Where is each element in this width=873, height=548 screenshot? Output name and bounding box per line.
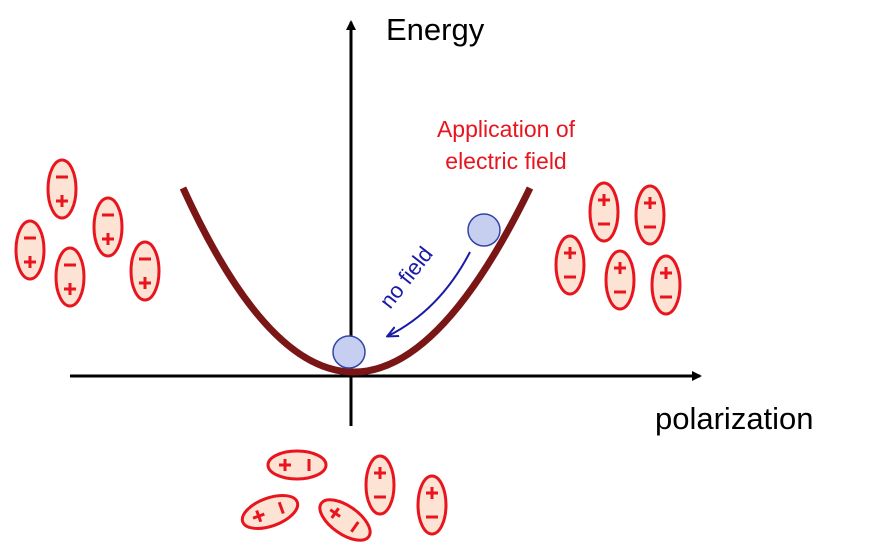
dipole xyxy=(606,251,634,309)
dipole-shell xyxy=(556,236,584,294)
dipole xyxy=(268,451,326,479)
dipole-shell xyxy=(268,451,326,479)
dipole xyxy=(556,236,584,294)
diagram: no field Application of electric field E… xyxy=(0,0,873,548)
dipole-shell xyxy=(48,160,76,218)
dipole xyxy=(16,221,44,279)
annotation: Application of xyxy=(437,116,576,142)
dipole-shell xyxy=(56,248,84,306)
dipole-shell xyxy=(16,221,44,279)
dipole xyxy=(56,248,84,306)
state-ball xyxy=(333,336,365,368)
dipole xyxy=(418,476,446,534)
no-field-label: no field xyxy=(374,242,437,313)
dipole xyxy=(590,183,618,241)
dipole-shell xyxy=(652,256,680,314)
x-axis-label: polarization xyxy=(655,401,814,436)
dipole xyxy=(48,160,76,218)
dipole xyxy=(131,242,159,300)
dipole-shell xyxy=(238,489,302,535)
dipole-shell xyxy=(606,251,634,309)
dipole-shell xyxy=(94,198,122,256)
dipole-shell xyxy=(131,242,159,300)
dipole xyxy=(366,456,394,514)
page: no field Application of electric field E… xyxy=(0,0,873,548)
dipole-shell xyxy=(418,476,446,534)
dipole xyxy=(652,256,680,314)
dipole-shell xyxy=(366,456,394,514)
dipole xyxy=(238,489,302,535)
dipole xyxy=(94,198,122,256)
y-axis-label: Energy xyxy=(386,12,485,47)
annotation: electric field xyxy=(445,148,566,174)
dipole-shell xyxy=(636,186,664,244)
dipole xyxy=(636,186,664,244)
state-ball xyxy=(468,214,500,246)
dipole-shell xyxy=(590,183,618,241)
